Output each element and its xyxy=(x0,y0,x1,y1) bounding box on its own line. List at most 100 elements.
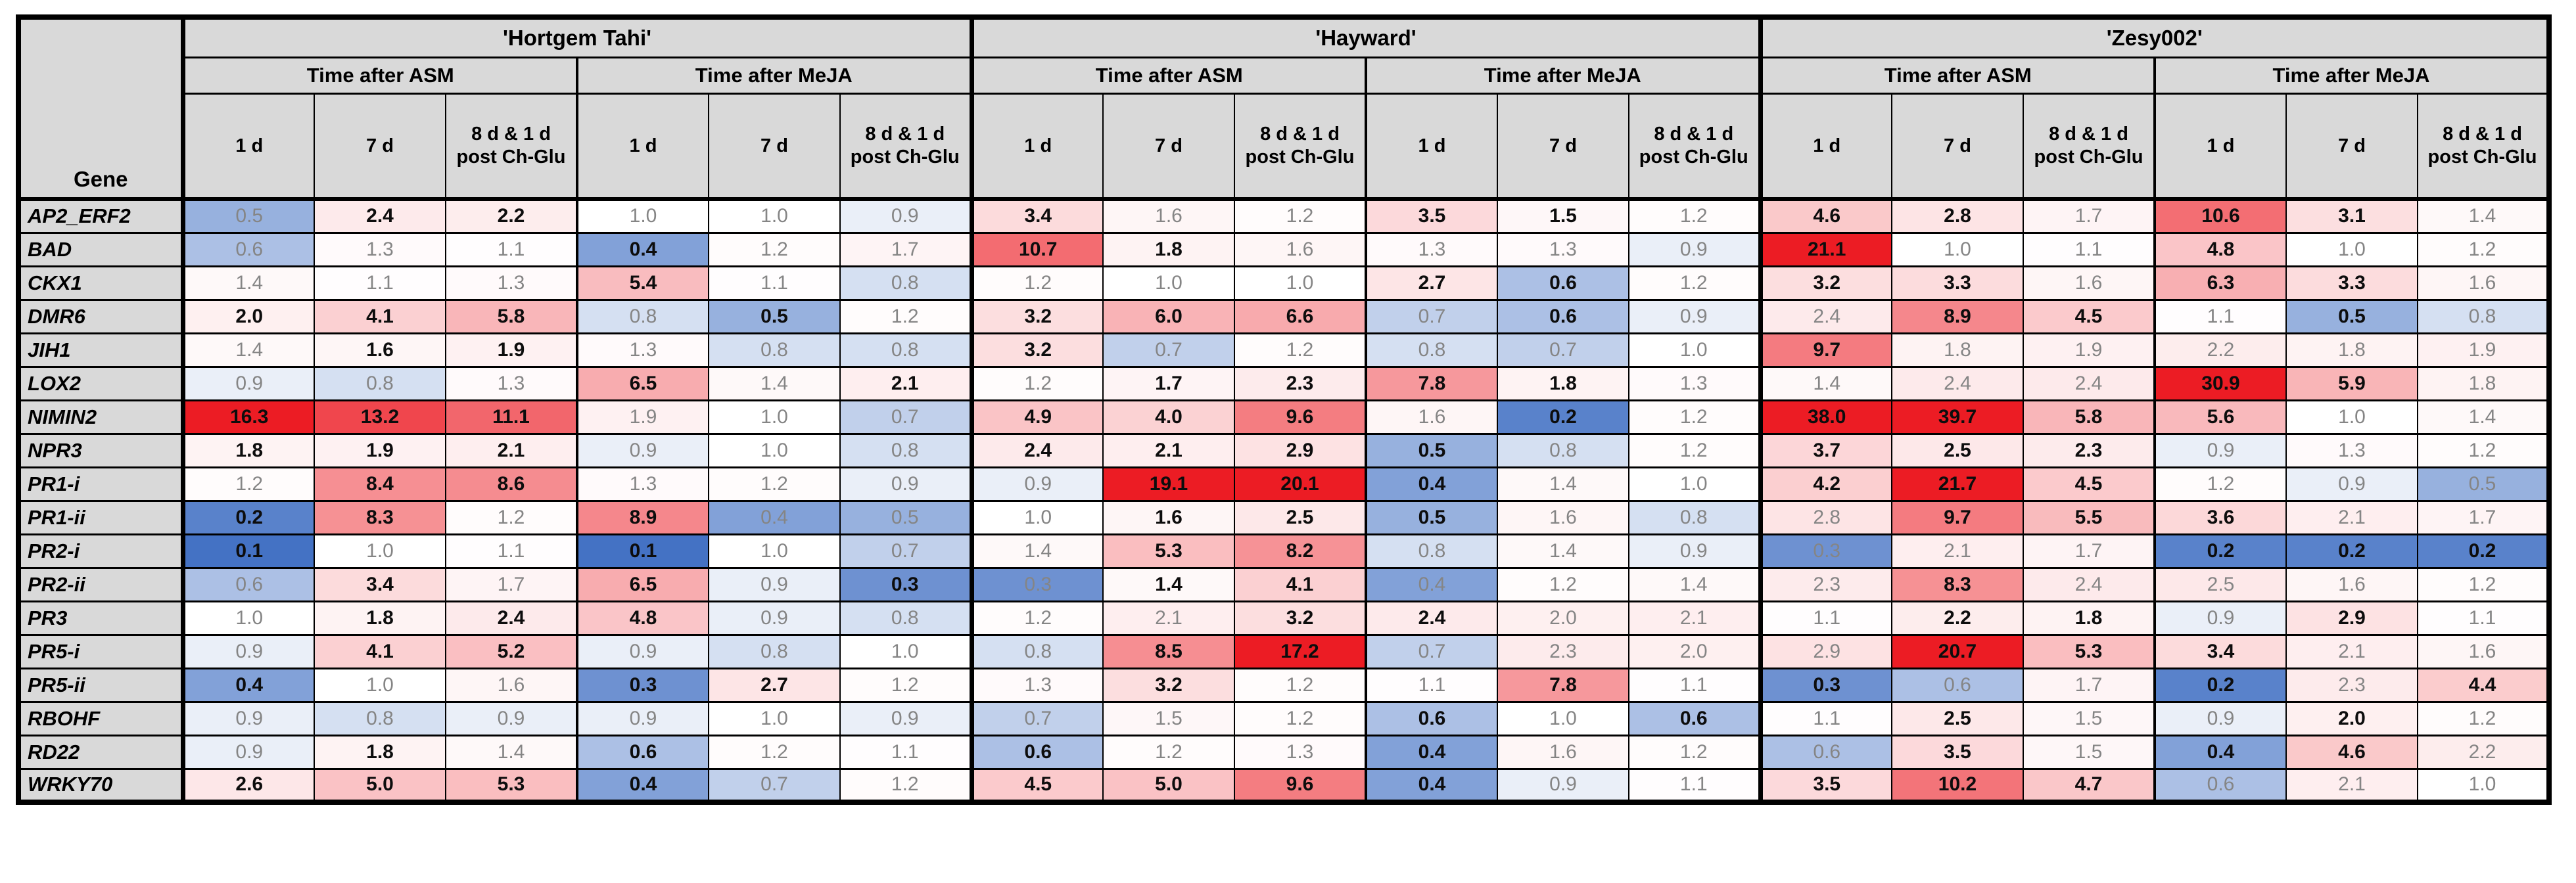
heatmap-cell: 2.1 xyxy=(2285,767,2418,804)
heatmap-cell: 0.8 xyxy=(839,332,972,368)
heatmap-cell: 2.0 xyxy=(1497,600,1629,636)
heatmap-cell: 0.8 xyxy=(839,432,972,468)
table-row: RD22 0.9 1.8 1.4 0.6 1.2 1.1 0.6 1.2 1.3 0.4 1.6 1.2… xyxy=(18,734,2550,770)
heatmap-cell: 0.8 xyxy=(1497,432,1629,468)
heatmap-cell: 0.2 xyxy=(180,499,315,535)
heatmap-cell: 4.1 xyxy=(314,298,446,334)
heatmap-cell: 8.4 xyxy=(314,466,446,502)
heatmap-cell: 0.2 xyxy=(2285,533,2418,569)
table-body: AP2_ERF2 0.5 2.4 2.2 1.0 1.0 0.9 3.4 1.6 1.2 3.5 1.… xyxy=(18,198,2550,804)
heatmap-cell: 0.4 xyxy=(1365,566,1498,602)
heatmap-cell: 5.0 xyxy=(314,767,446,804)
heatmap-cell: 0.6 xyxy=(180,566,315,602)
heatmap-cell: 0.9 xyxy=(180,734,315,770)
table-row: BAD 0.6 1.3 1.1 0.4 1.2 1.7 10.7 1.8 1.6 1.3 1.3 0.9… xyxy=(18,231,2550,267)
heatmap-cell: 1.0 xyxy=(180,600,315,636)
heatmap-cell: 1.2 xyxy=(969,265,1104,301)
table-row: RBOHF 0.9 0.8 0.9 0.9 1.0 0.9 0.7 1.5 1.2 0.6 1.0 0.… xyxy=(18,700,2550,736)
heatmap-cell: 1.0 xyxy=(576,198,709,234)
heatmap-cell: 0.1 xyxy=(576,533,709,569)
heatmap-cell: 1.0 xyxy=(1891,231,2024,267)
heatmap-cell: 1.7 xyxy=(1102,365,1235,401)
heatmap-cell: 1.4 xyxy=(2417,198,2550,234)
heatmap-cell: 5.3 xyxy=(2023,633,2155,669)
treatment-header: Time after MeJA xyxy=(576,57,972,95)
gene-expression-heatmap: Gene 'Hortgem Tahi' 'Hayward' 'Zesy002' Time… xyxy=(16,14,2552,805)
heatmap-cell: 0.3 xyxy=(576,667,709,703)
heatmap-cell: 0.7 xyxy=(1102,332,1235,368)
heatmap-cell: 1.2 xyxy=(839,767,972,804)
heatmap-cell: 1.2 xyxy=(1234,667,1367,703)
heatmap-cell: 1.8 xyxy=(2023,600,2155,636)
heatmap-cell: 1.4 xyxy=(445,734,578,770)
heatmap-cell: 1.6 xyxy=(1234,231,1367,267)
heatmap-cell: 1.2 xyxy=(2417,231,2550,267)
table-header: Gene 'Hortgem Tahi' 'Hayward' 'Zesy002' Time… xyxy=(18,16,2550,201)
heatmap-cell: 3.5 xyxy=(1758,767,1892,804)
heatmap-cell: 1.2 xyxy=(708,734,841,770)
heatmap-cell: 0.9 xyxy=(180,633,315,669)
heatmap-cell: 3.6 xyxy=(2153,499,2287,535)
heatmap-cell: 1.4 xyxy=(1102,566,1235,602)
heatmap-cell: 4.0 xyxy=(1102,399,1235,435)
heatmap-cell: 0.7 xyxy=(1365,633,1498,669)
heatmap-cell: 1.0 xyxy=(2285,399,2418,435)
heatmap-cell: 21.1 xyxy=(1758,231,1892,267)
table-row: PR5-i 0.9 4.1 5.2 0.9 0.8 1.0 0.8 8.5 17.2 0.7 2.3 2… xyxy=(18,633,2550,669)
heatmap-cell: 1.8 xyxy=(1102,231,1235,267)
heatmap-cell: 1.0 xyxy=(708,700,841,736)
heatmap-cell: 1.3 xyxy=(1497,231,1629,267)
heatmap-cell: 1.2 xyxy=(1497,566,1629,602)
heatmap-cell: 0.5 xyxy=(180,198,315,234)
heatmap-cell: 2.4 xyxy=(1891,365,2024,401)
heatmap-cell: 0.7 xyxy=(1365,298,1498,334)
heatmap-cell: 1.8 xyxy=(1497,365,1629,401)
heatmap-cell: 0.7 xyxy=(969,700,1104,736)
heatmap-cell: 6.0 xyxy=(1102,298,1235,334)
heatmap-cell: 0.4 xyxy=(1365,767,1498,804)
timepoint-header: 1 d xyxy=(969,93,1104,201)
gene-label: JIH1 xyxy=(18,332,185,368)
heatmap-cell: 0.9 xyxy=(1628,298,1761,334)
heatmap-cell: 1.4 xyxy=(969,533,1104,569)
heatmap-cell: 4.8 xyxy=(2153,231,2287,267)
heatmap-cell: 3.2 xyxy=(969,332,1104,368)
heatmap-cell: 0.4 xyxy=(1365,734,1498,770)
heatmap-cell: 2.0 xyxy=(2285,700,2418,736)
heatmap-cell: 1.6 xyxy=(1102,198,1235,234)
heatmap-cell: 0.9 xyxy=(445,700,578,736)
heatmap-cell: 0.3 xyxy=(1758,667,1892,703)
heatmap-cell: 4.7 xyxy=(2023,767,2155,804)
heatmap-cell: 2.4 xyxy=(1365,600,1498,636)
timepoint-header: 1 d xyxy=(576,93,709,201)
heatmap-cell: 4.6 xyxy=(2285,734,2418,770)
heatmap-cell: 1.6 xyxy=(2417,265,2550,301)
heatmap-cell: 0.9 xyxy=(708,566,841,602)
heatmap-cell: 2.2 xyxy=(2417,734,2550,770)
heatmap-cell: 0.8 xyxy=(969,633,1104,669)
heatmap-cell: 2.2 xyxy=(2153,332,2287,368)
heatmap-cell: 1.2 xyxy=(1628,432,1761,468)
heatmap-cell: 5.8 xyxy=(445,298,578,334)
heatmap-cell: 8.3 xyxy=(314,499,446,535)
timepoint-header: 8 d & 1 d post Ch-Glu xyxy=(2417,93,2550,201)
table-row: PR3 1.0 1.8 2.4 4.8 0.9 0.8 1.2 2.1 3.2 2.4 2.0 2.1 1… xyxy=(18,600,2550,636)
heatmap-cell: 1.7 xyxy=(2023,198,2155,234)
heatmap-cell: 1.3 xyxy=(2285,432,2418,468)
gene-label: RD22 xyxy=(18,734,185,770)
table-row: PR1-ii 0.2 8.3 1.2 8.9 0.4 0.5 1.0 1.6 2.5 0.5 1.6 0… xyxy=(18,499,2550,535)
heatmap-cell: 2.4 xyxy=(1758,298,1892,334)
heatmap-cell: 0.3 xyxy=(969,566,1104,602)
heatmap-cell: 0.6 xyxy=(1497,298,1629,334)
table-row: DMR6 2.0 4.1 5.8 0.8 0.5 1.2 3.2 6.0 6.6 0.7 0.6 0.9… xyxy=(18,298,2550,334)
heatmap-cell: 1.7 xyxy=(445,566,578,602)
heatmap-cell: 1.7 xyxy=(2023,533,2155,569)
heatmap-cell: 1.5 xyxy=(2023,734,2155,770)
heatmap-cell: 2.5 xyxy=(1234,499,1367,535)
heatmap-cell: 1.0 xyxy=(2417,767,2550,804)
heatmap-cell: 2.1 xyxy=(2285,633,2418,669)
heatmap-cell: 1.9 xyxy=(445,332,578,368)
heatmap-cell: 7.8 xyxy=(1365,365,1498,401)
heatmap-cell: 1.3 xyxy=(314,231,446,267)
heatmap-cell: 0.2 xyxy=(2153,533,2287,569)
